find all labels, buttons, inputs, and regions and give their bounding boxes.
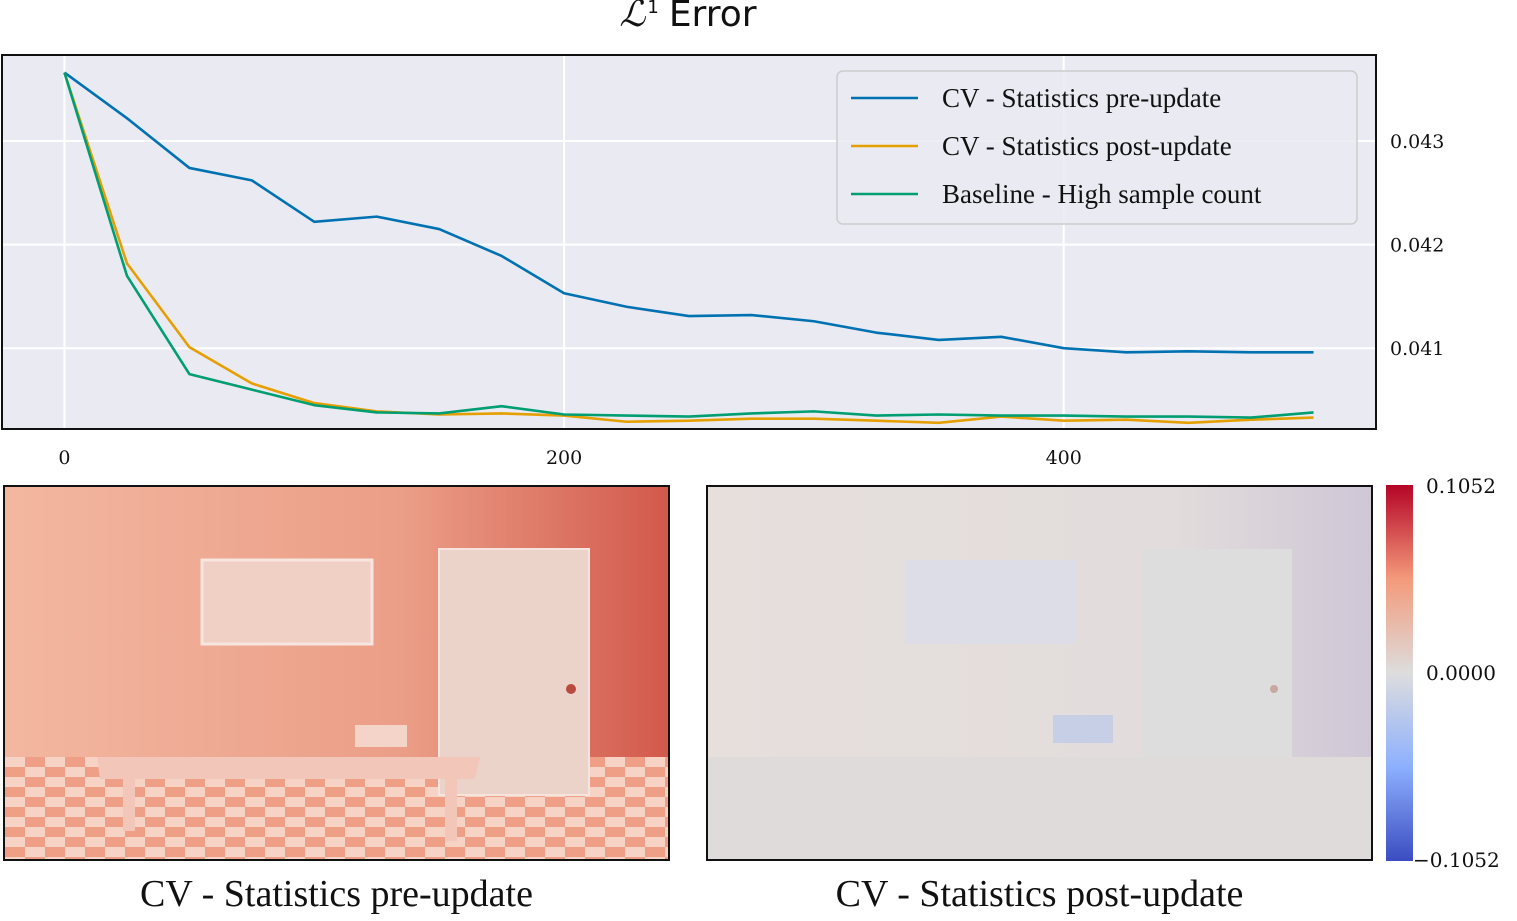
- post-painting: [905, 560, 1075, 644]
- colorbar-mid-label: 0.0000: [1426, 661, 1496, 685]
- pre-table-leg-left: [123, 779, 135, 831]
- chart-title: ℒ 1 Error: [0, 0, 1376, 35]
- heatmap-post-update-image: [708, 487, 1371, 859]
- x-tick-label: 200: [546, 447, 582, 469]
- legend-label-1: CV - Statistics post-update: [942, 131, 1232, 161]
- pre-door: [438, 548, 590, 796]
- pre-table-leg-right: [445, 779, 457, 841]
- title-superscript: 1: [647, 0, 659, 18]
- pre-painting: [200, 558, 374, 646]
- y-tick-label: 0.041: [1390, 338, 1444, 360]
- legend-label-2: Baseline - High sample count: [942, 179, 1262, 209]
- post-floor: [708, 757, 1371, 859]
- tick-layer: 0 200 400 0.041 0.042 0.043: [58, 131, 1444, 469]
- legend-label-0: CV - Statistics pre-update: [942, 83, 1221, 113]
- y-tick-label: 0.042: [1390, 235, 1444, 257]
- title-script-l: ℒ: [619, 0, 646, 35]
- legend-box: [836, 70, 1358, 225]
- legend: CV - Statistics pre-update CV - Statistic…: [836, 70, 1358, 225]
- x-tick-label: 0: [58, 447, 70, 469]
- title-text: Error: [668, 0, 757, 35]
- line-chart: 0 200 400 0.041 0.042 0.043 CV - Statistics p…: [1, 54, 1444, 469]
- caption-post-update: CV - Statistics post-update: [835, 873, 1244, 915]
- pre-door-knob: [566, 684, 576, 694]
- series-line-2: [63, 72, 1314, 419]
- colorbar: [1386, 485, 1413, 861]
- heatmap-post-update: [706, 485, 1373, 861]
- y-tick-label: 0.043: [1390, 131, 1444, 153]
- post-toaster: [1053, 715, 1113, 743]
- colorbar-gradient: [1386, 485, 1413, 861]
- post-door-knob: [1270, 685, 1278, 693]
- heatmap-pre-update-image: [5, 487, 668, 859]
- post-door: [1142, 549, 1292, 795]
- colorbar-max-label: 0.1052: [1426, 474, 1496, 498]
- pre-toaster: [355, 725, 407, 747]
- x-tick-label: 400: [1046, 447, 1082, 469]
- series-line-0: [63, 71, 1314, 354]
- series-line-1: [63, 72, 1314, 425]
- colorbar-min-label: −0.1052: [1413, 848, 1500, 872]
- caption-pre-update: CV - Statistics pre-update: [140, 873, 533, 915]
- series-layer: [63, 71, 1314, 425]
- pre-table-top: [97, 757, 480, 779]
- heatmap-pre-update: [3, 485, 670, 861]
